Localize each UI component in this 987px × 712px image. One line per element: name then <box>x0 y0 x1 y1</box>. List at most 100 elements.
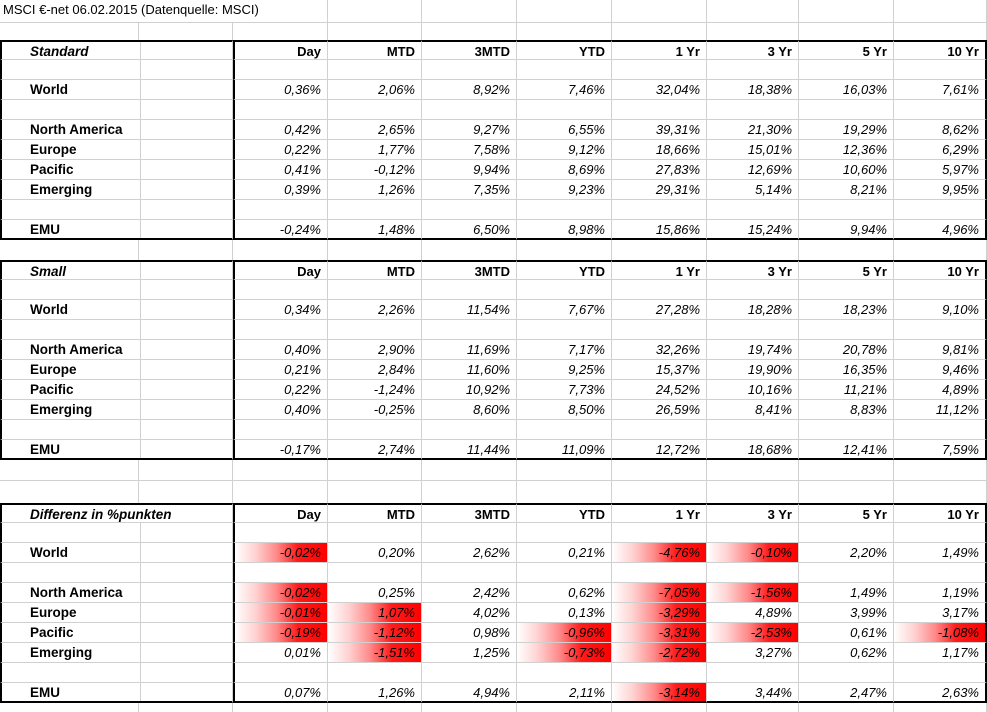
grid-cell[interactable] <box>328 460 422 481</box>
grid-cell[interactable] <box>233 460 328 481</box>
data-cell[interactable]: 9,27% <box>422 120 517 140</box>
data-cell[interactable]: 0,25% <box>328 583 422 603</box>
grid-cell[interactable] <box>517 100 612 120</box>
column-header-day[interactable]: Day <box>233 503 328 523</box>
grid-cell[interactable] <box>707 481 799 503</box>
grid-cell[interactable] <box>894 100 987 120</box>
grid-cell[interactable] <box>894 663 987 683</box>
data-cell[interactable]: 7,67% <box>517 300 612 320</box>
data-cell[interactable]: 8,50% <box>517 400 612 420</box>
data-cell[interactable]: 32,04% <box>612 80 707 100</box>
data-cell[interactable]: 24,52% <box>612 380 707 400</box>
grid-cell[interactable] <box>422 320 517 340</box>
data-cell[interactable]: 27,28% <box>612 300 707 320</box>
data-cell[interactable]: 9,23% <box>517 180 612 200</box>
data-cell[interactable]: -1,08% <box>894 623 987 643</box>
data-cell[interactable]: 11,44% <box>422 440 517 460</box>
column-header-day[interactable]: Day <box>233 260 328 280</box>
data-cell[interactable]: 1,07% <box>328 603 422 623</box>
grid-cell[interactable] <box>328 420 422 440</box>
grid-cell[interactable] <box>233 23 328 40</box>
row-label-north-america[interactable]: North America <box>0 583 233 603</box>
row-label-europe[interactable]: Europe <box>0 603 233 623</box>
data-cell[interactable]: 18,38% <box>707 80 799 100</box>
data-cell[interactable]: 6,50% <box>422 220 517 240</box>
data-cell[interactable]: 0,22% <box>233 140 328 160</box>
column-header-5-yr[interactable]: 5 Yr <box>799 40 894 60</box>
data-cell[interactable]: 27,83% <box>612 160 707 180</box>
grid-cell[interactable] <box>233 420 328 440</box>
grid-cell[interactable] <box>707 703 799 712</box>
data-cell[interactable]: 1,17% <box>894 643 987 663</box>
label-cell[interactable] <box>0 663 233 683</box>
data-cell[interactable]: -2,53% <box>707 623 799 643</box>
data-cell[interactable]: 0,39% <box>233 180 328 200</box>
grid-cell[interactable] <box>799 23 894 40</box>
grid-cell[interactable] <box>422 663 517 683</box>
data-cell[interactable]: 16,35% <box>799 360 894 380</box>
data-cell[interactable]: -1,24% <box>328 380 422 400</box>
data-cell[interactable]: 2,26% <box>328 300 422 320</box>
grid-cell[interactable] <box>707 563 799 583</box>
grid-cell[interactable] <box>707 23 799 40</box>
label-cell[interactable] <box>0 100 233 120</box>
column-header-5-yr[interactable]: 5 Yr <box>799 260 894 280</box>
grid-cell[interactable] <box>517 60 612 80</box>
grid-cell[interactable] <box>0 703 139 712</box>
grid-cell[interactable] <box>799 563 894 583</box>
data-cell[interactable]: 11,12% <box>894 400 987 420</box>
column-header-ytd[interactable]: YTD <box>517 40 612 60</box>
grid-cell[interactable] <box>233 60 328 80</box>
grid-cell[interactable] <box>233 320 328 340</box>
data-cell[interactable]: 15,37% <box>612 360 707 380</box>
data-cell[interactable]: 0,62% <box>799 643 894 663</box>
data-cell[interactable]: -3,31% <box>612 623 707 643</box>
data-cell[interactable]: 7,58% <box>422 140 517 160</box>
grid-cell[interactable] <box>799 60 894 80</box>
data-cell[interactable]: 4,02% <box>422 603 517 623</box>
grid-cell[interactable] <box>233 100 328 120</box>
data-cell[interactable]: -1,56% <box>707 583 799 603</box>
data-cell[interactable]: 1,26% <box>328 180 422 200</box>
data-cell[interactable]: 20,78% <box>799 340 894 360</box>
row-label-pacific[interactable]: Pacific <box>0 160 233 180</box>
data-cell[interactable]: 0,07% <box>233 683 328 703</box>
data-cell[interactable]: 8,83% <box>799 400 894 420</box>
data-cell[interactable]: -4,76% <box>612 543 707 563</box>
grid-cell[interactable] <box>328 240 422 260</box>
grid-cell[interactable] <box>612 320 707 340</box>
data-cell[interactable]: -0,01% <box>233 603 328 623</box>
column-header-mtd[interactable]: MTD <box>328 503 422 523</box>
label-cell[interactable] <box>0 60 233 80</box>
data-cell[interactable]: 18,23% <box>799 300 894 320</box>
grid-cell[interactable] <box>422 200 517 220</box>
grid-cell[interactable] <box>517 240 612 260</box>
table-title-standard[interactable]: Standard <box>0 40 233 60</box>
grid-cell[interactable] <box>517 23 612 40</box>
grid-cell[interactable] <box>799 100 894 120</box>
grid-cell[interactable] <box>328 200 422 220</box>
data-cell[interactable]: 0,21% <box>233 360 328 380</box>
grid-cell[interactable] <box>612 200 707 220</box>
data-cell[interactable]: 11,21% <box>799 380 894 400</box>
data-cell[interactable]: -0,25% <box>328 400 422 420</box>
data-cell[interactable]: 15,24% <box>707 220 799 240</box>
row-label-europe[interactable]: Europe <box>0 140 233 160</box>
row-label-world[interactable]: World <box>0 80 233 100</box>
grid-cell[interactable] <box>894 240 987 260</box>
row-label-emerging[interactable]: Emerging <box>0 643 233 663</box>
data-cell[interactable]: 1,19% <box>894 583 987 603</box>
data-cell[interactable]: 19,74% <box>707 340 799 360</box>
grid-cell[interactable] <box>328 100 422 120</box>
column-header-mtd[interactable]: MTD <box>328 260 422 280</box>
data-cell[interactable]: -0,73% <box>517 643 612 663</box>
data-cell[interactable]: 12,36% <box>799 140 894 160</box>
grid-cell[interactable] <box>422 100 517 120</box>
data-cell[interactable]: 0,62% <box>517 583 612 603</box>
data-cell[interactable]: 0,41% <box>233 160 328 180</box>
grid-cell[interactable] <box>139 481 233 503</box>
grid-cell[interactable] <box>894 60 987 80</box>
grid-cell[interactable] <box>422 0 517 23</box>
grid-cell[interactable] <box>328 523 422 543</box>
data-cell[interactable]: -2,72% <box>612 643 707 663</box>
